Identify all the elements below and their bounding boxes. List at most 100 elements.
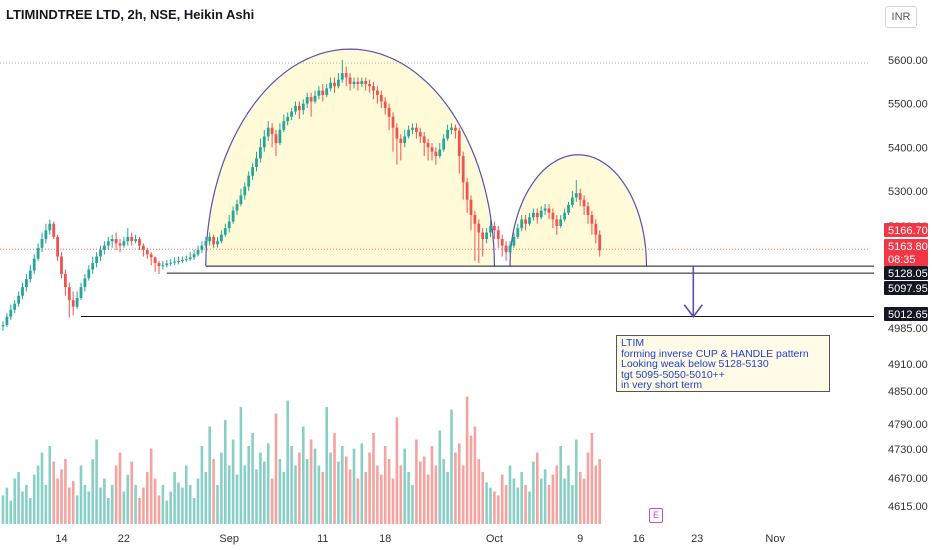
price-tag-label: 5128.05 [888,268,928,280]
candle-body [321,90,325,95]
volume-bar [372,433,375,524]
volume-bar [146,472,149,524]
volume-bar [368,452,371,524]
x-tick-label: Nov [765,533,785,545]
volume-bar [165,500,169,524]
volume-bar [352,448,356,524]
candle-body [134,239,137,242]
candle-body [32,258,36,271]
candle-body [461,156,465,183]
earnings-badge[interactable]: E [649,508,663,523]
volume-bar [575,439,578,524]
volume-bar [551,474,555,524]
volume-bar [282,472,286,524]
volume-bar [477,459,481,524]
candle-body [547,208,551,213]
volume-bar [110,485,114,524]
candle-body [149,254,153,258]
volume-bar [407,472,410,524]
volume-bar [68,487,71,524]
currency-button[interactable]: INR [885,6,917,28]
candle-body [454,127,457,131]
volume-bar [204,472,208,524]
volume-bar [32,474,36,524]
price-tag: 5097.95 [884,281,928,295]
volume-bar [598,459,601,524]
volume-bar [567,465,570,524]
volume-bar [169,491,172,524]
volume-bar [153,478,157,524]
candle-body [188,257,192,260]
candle-body [204,241,208,246]
volume-bar [333,433,336,524]
volume-bar [497,495,500,524]
volume-bar [118,452,122,524]
volume-bar [325,407,328,524]
volume-bar [504,485,508,524]
volume-bar [1,495,5,524]
volume-bar [64,459,67,524]
price-tag-label: 5163.80 [888,241,928,253]
volume-bar [341,446,344,524]
candle-body [52,223,56,237]
candle-body [415,127,418,133]
candle-body [79,287,83,298]
volume-bar [563,478,566,524]
candle-body [590,215,594,224]
candle-body [227,221,231,229]
volume-bar [278,459,282,524]
candle-body [259,147,262,159]
volume-bar [259,452,262,524]
candle-body [543,208,547,211]
price-tag-box [884,239,928,253]
volume-bar [44,485,48,524]
volume-bar [442,459,445,524]
volume-bar [266,443,270,524]
y-tick-label: 5500.00 [888,99,928,111]
volume-bar [75,495,79,524]
candle-body [535,212,539,218]
candle-body [426,142,430,148]
candle-body [56,236,59,257]
volume-bar [376,465,379,524]
volume-bar [200,446,204,524]
volume-bar [419,461,422,524]
volume-bar [161,485,165,524]
candle-body [142,245,145,250]
volume-bar [586,452,590,524]
volume-bar [216,485,219,524]
volume-bar [539,478,543,524]
volume-bar [208,426,211,524]
volume-bar [450,409,453,524]
volume-bar [286,400,289,524]
volume-bar [274,413,278,524]
candle-body [551,212,555,220]
candle-body [457,130,461,157]
volume-bar [13,478,16,524]
y-tick-label: 5300.00 [888,186,928,198]
volume-bar [458,443,461,524]
cup-arcs [205,48,648,267]
candle-body [309,97,313,102]
candle-body [469,199,473,216]
volume-bar [364,472,367,524]
candle-body [387,108,391,117]
candle-body [571,197,574,205]
candle-body [356,81,360,85]
cup-arc [205,48,495,267]
price-tag: 5166.70 [884,223,928,237]
volume-bar [313,448,317,524]
candle-body [110,239,114,242]
candle-body [403,136,407,143]
annotation-note[interactable]: LTIM forming inverse CUP & HANDLE patter… [616,335,830,392]
candle-body [173,261,176,263]
x-tick-label: 14 [55,533,67,545]
target-arrow [683,266,703,319]
candle-body [25,279,28,288]
candles [1,60,602,331]
candle-body [282,121,286,130]
candle-body [5,316,9,326]
volume-bar [114,465,118,524]
candle-body [255,158,258,167]
